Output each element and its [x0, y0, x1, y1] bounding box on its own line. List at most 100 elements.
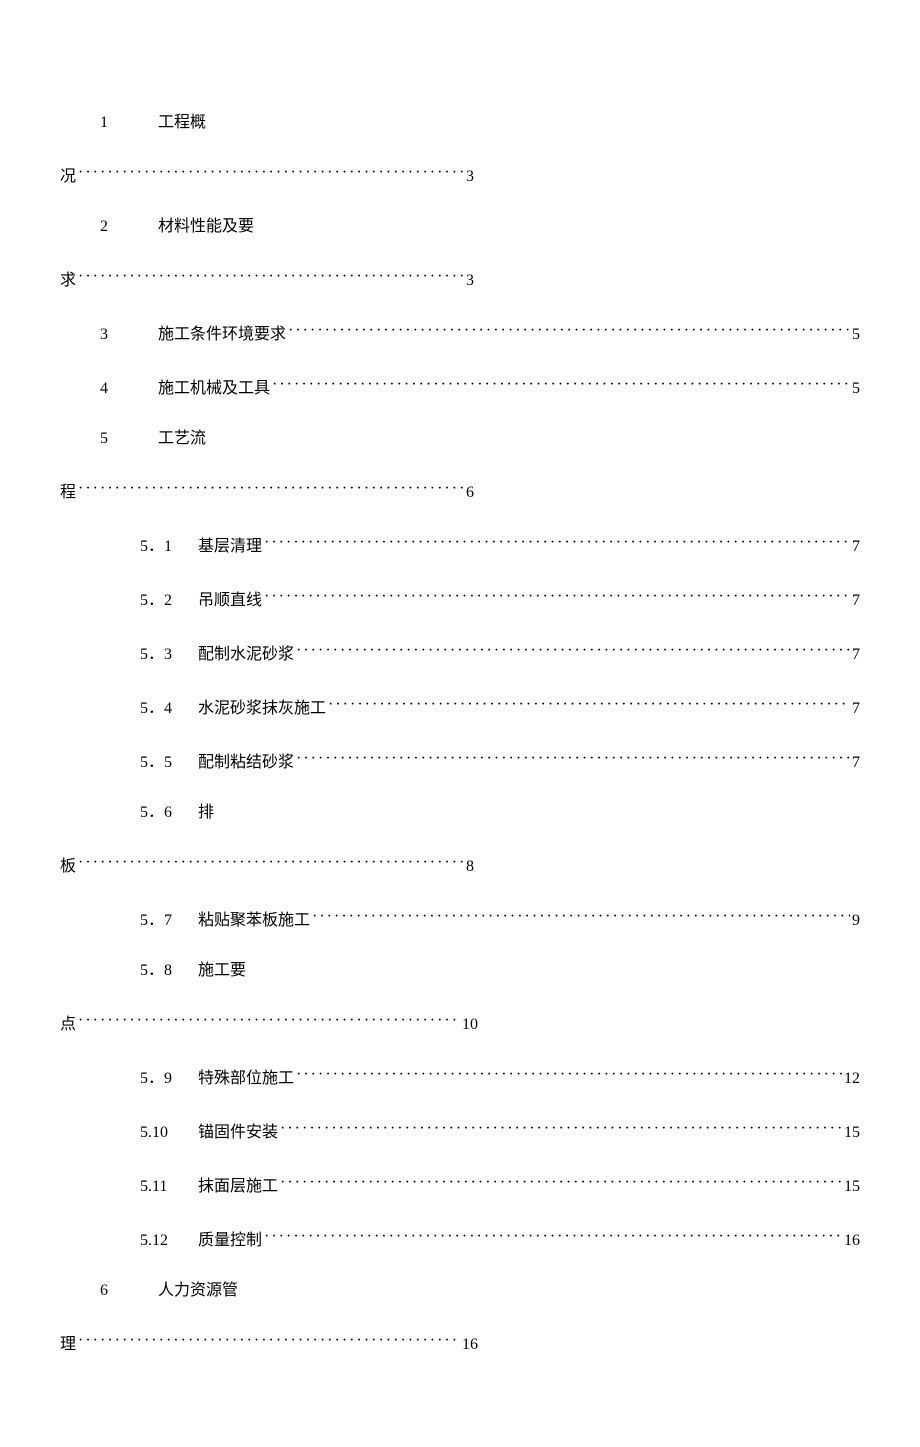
toc-entry-number: 3 — [100, 327, 158, 343]
toc-entry-title: 抹面层施工 — [198, 1179, 278, 1195]
toc-entry: 3施工条件环境要求 5 — [60, 323, 860, 343]
toc-entry: 5．7粘贴聚苯板施工 9 — [60, 909, 860, 929]
toc-entry-number: 5 — [100, 431, 158, 447]
toc-entry-number: 1 — [100, 115, 158, 131]
toc-entry-title: 施工要 — [198, 963, 246, 979]
toc-entry-title: 施工机械及工具 — [158, 381, 270, 397]
toc-entry-number: 5．6 — [140, 805, 198, 821]
toc-entry-page: 7 — [852, 701, 860, 717]
toc-entry-title: 配制粘结砂浆 — [198, 755, 294, 771]
toc-entry-line2: 点 10 — [60, 1013, 860, 1033]
toc-entry: 5．1基层清理 7 — [60, 535, 860, 555]
toc-leader — [264, 589, 850, 605]
toc-entry: 5．9特殊部位施工 12 — [60, 1067, 860, 1087]
toc-entry-title: 人力资源管 — [158, 1283, 238, 1299]
toc-leader — [78, 165, 464, 181]
toc-leader — [288, 323, 850, 339]
toc-leader — [296, 751, 850, 767]
toc-entry-page: 7 — [852, 755, 860, 771]
toc-entry-title-cont: 理 — [60, 1337, 76, 1353]
toc-entry-line2: 求 3 — [60, 269, 860, 289]
toc-entry-number: 5．8 — [140, 963, 198, 979]
toc-entry-title-cont: 板 — [60, 859, 76, 875]
toc-entry-title-cont: 况 — [60, 169, 76, 185]
toc-entry-number: 5．2 — [140, 593, 198, 609]
toc-leader — [78, 1013, 460, 1029]
toc-entry-number: 4 — [100, 381, 158, 397]
toc-entry-number: 5．3 — [140, 647, 198, 663]
toc-leader — [296, 1067, 842, 1083]
toc-entry-number: 5．5 — [140, 755, 198, 771]
toc-leader — [280, 1121, 842, 1137]
toc-entry-number: 5．1 — [140, 539, 198, 555]
toc-entry: 5.11抹面层施工 15 — [60, 1175, 860, 1195]
toc-entry-number: 5．4 — [140, 701, 198, 717]
toc-entry-number: 5.10 — [140, 1125, 198, 1141]
toc-entry-title: 水泥砂浆抹灰施工 — [198, 701, 326, 717]
toc-entry-title: 锚固件安装 — [198, 1125, 278, 1141]
toc-entry-title: 工艺流 — [158, 431, 206, 447]
toc-entry-title: 特殊部位施工 — [198, 1071, 294, 1087]
toc-entry-title: 粘贴聚苯板施工 — [198, 913, 310, 929]
toc-entry-page: 16 — [462, 1337, 478, 1353]
toc-entry-line1: 5．8施工要 — [60, 963, 860, 979]
toc-entry: 4施工机械及工具 5 — [60, 377, 860, 397]
toc-entry-page: 3 — [466, 169, 474, 185]
toc-entry-line2: 况 3 — [60, 165, 860, 185]
toc-leader — [328, 697, 850, 713]
toc-leader — [296, 643, 850, 659]
toc-entry-page: 7 — [852, 593, 860, 609]
toc-entry-page: 15 — [844, 1179, 860, 1195]
toc-leader — [264, 535, 850, 551]
toc-entry-line2: 程 6 — [60, 481, 860, 501]
toc-leader — [264, 1229, 842, 1245]
toc-entry-page: 15 — [844, 1125, 860, 1141]
toc-entry-line1: 5．6排 — [60, 805, 860, 821]
toc-entry-number: 5．9 — [140, 1071, 198, 1087]
toc-entry-line1: 5工艺流 — [60, 431, 860, 447]
toc-entry-page: 6 — [466, 485, 474, 501]
toc-entry-page: 7 — [852, 647, 860, 663]
toc-entry-page: 5 — [852, 381, 860, 397]
toc-entry-page: 10 — [462, 1017, 478, 1033]
toc-entry-line1: 2材料性能及要 — [60, 219, 860, 235]
toc-entry-title: 工程概 — [158, 115, 206, 131]
toc-entry-line1: 6人力资源管 — [60, 1283, 860, 1299]
toc-entry-page: 5 — [852, 327, 860, 343]
toc-leader — [78, 855, 464, 871]
toc-leader — [312, 909, 850, 925]
toc-entry-title: 吊顺直线 — [198, 593, 262, 609]
toc-entry-title: 质量控制 — [198, 1233, 262, 1249]
toc-entry-title: 基层清理 — [198, 539, 262, 555]
toc-entry-number: 5．7 — [140, 913, 198, 929]
toc-entry: 5．4水泥砂浆抹灰施工 7 — [60, 697, 860, 717]
toc-entry: 5．2吊顺直线 7 — [60, 589, 860, 609]
toc-entry-title: 施工条件环境要求 — [158, 327, 286, 343]
toc-entry-number: 6 — [100, 1283, 158, 1299]
toc-entry-line1: 1工程概 — [60, 115, 860, 131]
toc-leader — [78, 481, 464, 497]
toc-entry: 5．3配制水泥砂浆 7 — [60, 643, 860, 663]
toc-entry: 5．5配制粘结砂浆 7 — [60, 751, 860, 771]
toc-entry-page: 7 — [852, 539, 860, 555]
toc-entry-title: 排 — [198, 805, 214, 821]
toc-entry-title-cont: 点 — [60, 1017, 76, 1033]
toc-entry-number: 5.11 — [140, 1179, 198, 1195]
toc-entry: 5.10锚固件安装 15 — [60, 1121, 860, 1141]
toc-entry-line2: 板 8 — [60, 855, 860, 875]
toc-leader — [280, 1175, 842, 1191]
toc-entry: 5.12质量控制 16 — [60, 1229, 860, 1249]
toc-entry-page: 12 — [844, 1071, 860, 1087]
toc-entry-page: 8 — [466, 859, 474, 875]
toc-entry-page: 3 — [466, 273, 474, 289]
toc-entry-title: 材料性能及要 — [158, 219, 254, 235]
toc-leader — [78, 1333, 460, 1349]
toc-entry-number: 5.12 — [140, 1233, 198, 1249]
toc-entry-page: 16 — [844, 1233, 860, 1249]
table-of-contents: 1工程概况 32材料性能及要求 33施工条件环境要求 54施工机械及工具 55工… — [60, 115, 860, 1353]
toc-entry-title: 配制水泥砂浆 — [198, 647, 294, 663]
toc-entry-page: 9 — [852, 913, 860, 929]
toc-entry-title-cont: 求 — [60, 273, 76, 289]
toc-leader — [78, 269, 464, 285]
toc-entry-title-cont: 程 — [60, 485, 76, 501]
